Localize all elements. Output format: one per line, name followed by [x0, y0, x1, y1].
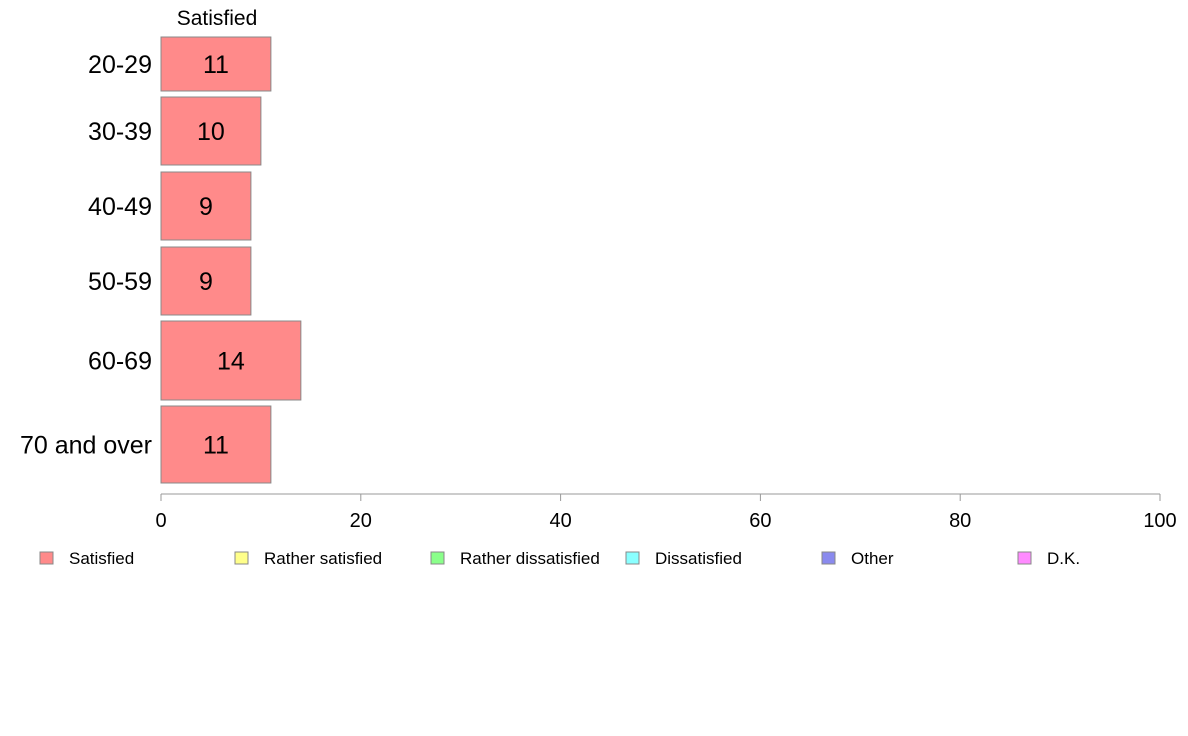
bar-segment: [160, 405, 272, 484]
series-header-label: Satisfied: [177, 7, 258, 30]
x-axis: 0 20 40 60 80 100: [155, 493, 1177, 532]
legend-swatch: [625, 551, 640, 565]
category-label: 70 and over: [20, 432, 152, 460]
bar-value-label: 11: [203, 432, 229, 460]
legend-label: Satisfied: [69, 549, 134, 568]
category-label: 60-69: [88, 348, 152, 376]
legend-swatch: [430, 551, 445, 565]
legend-label: D.K.: [1047, 549, 1080, 568]
legend-label: Rather satisfied: [264, 549, 382, 568]
x-tick-label: 20: [350, 510, 372, 532]
legend-label: Rather dissatisfied: [460, 549, 600, 568]
x-tick-label: 100: [1143, 510, 1176, 532]
legend-label: Dissatisfied: [655, 549, 742, 568]
x-tick-label: 80: [949, 510, 971, 532]
bars-group: 20-29 11 30-39 10 40-49 9 50-59 9 60-69 14 70 and …: [20, 36, 302, 484]
legend: Satisfied Rather satisfied Rather dissatis…: [39, 549, 1080, 568]
bar-value-label: 9: [199, 268, 213, 296]
legend-label: Other: [851, 549, 894, 568]
x-tick-label: 0: [155, 510, 166, 532]
bar-value-label: 9: [199, 193, 213, 221]
bar-segment: [160, 96, 262, 166]
legend-swatch: [39, 551, 54, 565]
category-label: 30-39: [88, 118, 152, 146]
category-label: 20-29: [88, 51, 152, 79]
legend-swatch: [1017, 551, 1032, 565]
bar-segment: [160, 320, 302, 401]
bar-segment: [160, 246, 252, 316]
legend-swatch: [821, 551, 836, 565]
category-label: 50-59: [88, 268, 152, 296]
bar-value-label: 11: [203, 51, 229, 79]
bar-segment: [160, 36, 272, 92]
bar-value-label: 10: [197, 118, 225, 146]
x-tick-label: 40: [549, 510, 571, 532]
legend-swatch: [234, 551, 249, 565]
bar-value-label: 14: [217, 348, 245, 376]
category-label: 40-49: [88, 193, 152, 221]
x-tick-label: 60: [749, 510, 771, 532]
bar-segment: [160, 171, 252, 241]
